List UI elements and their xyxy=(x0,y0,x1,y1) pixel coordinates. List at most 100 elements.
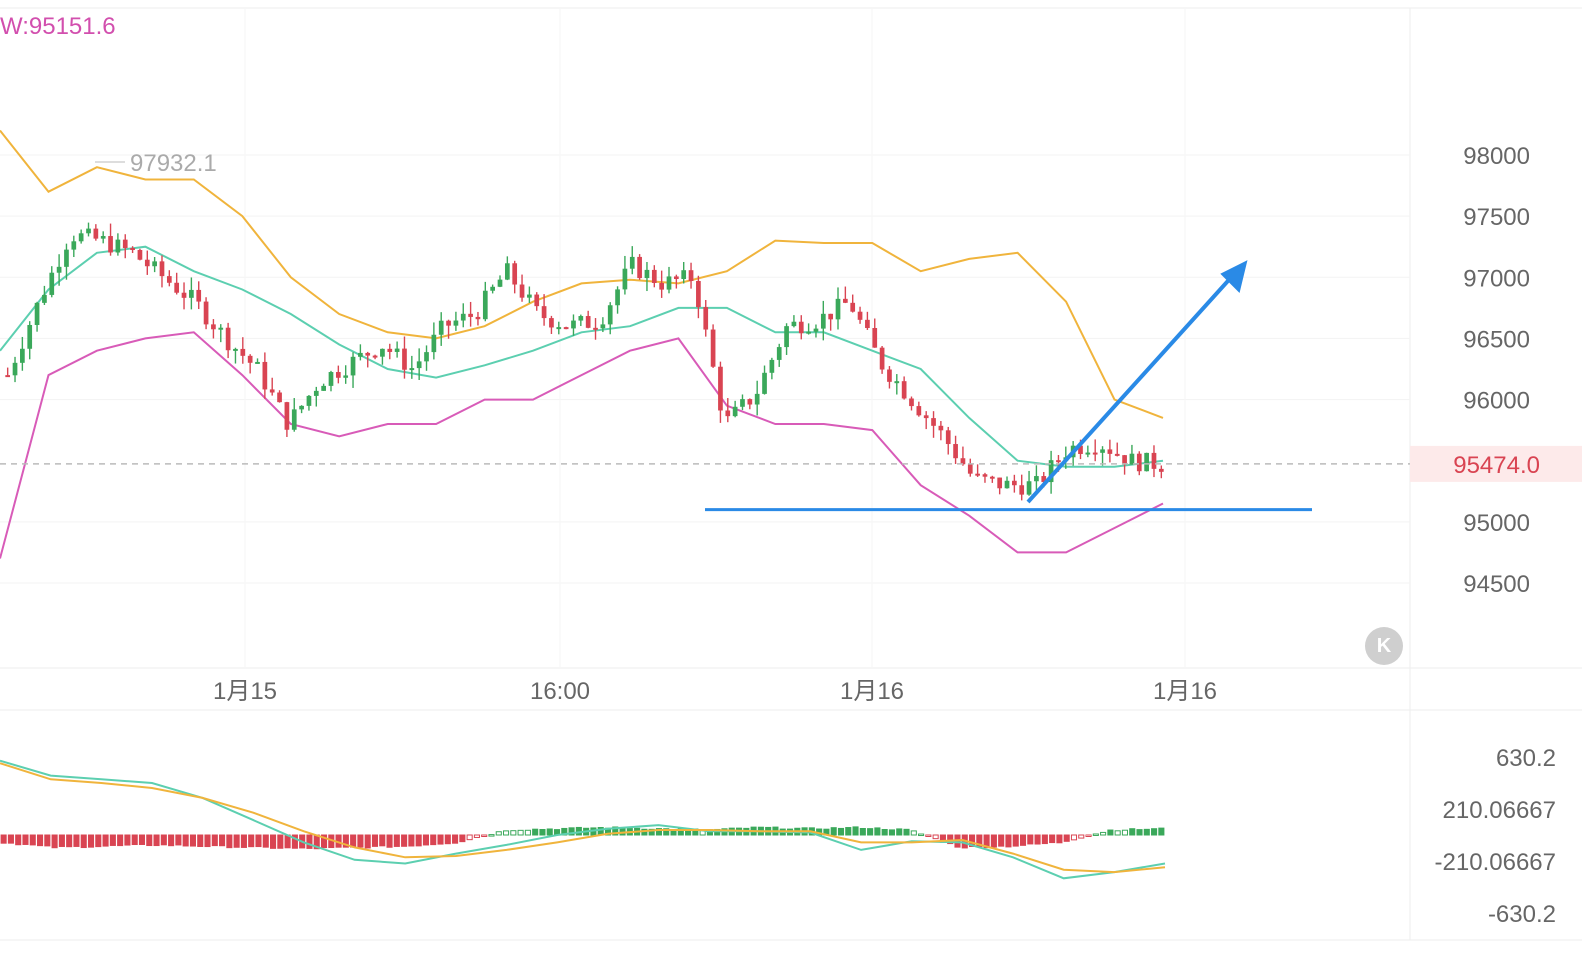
candle-down xyxy=(1136,453,1142,472)
collapse-icon[interactable]: K xyxy=(1365,627,1403,665)
macd-bar-down xyxy=(998,834,1005,847)
macd-bar-down xyxy=(168,834,175,847)
candle-up xyxy=(791,321,797,327)
candle-up xyxy=(820,313,826,329)
indicator-label: W:95151.6 xyxy=(0,13,116,40)
macd-bar-down xyxy=(393,834,400,847)
macd-bar-down xyxy=(291,834,298,849)
candle-up xyxy=(358,352,363,357)
macd-bar-down xyxy=(219,834,226,847)
macd-bar-down xyxy=(1019,834,1027,846)
macd-bar-down xyxy=(371,834,379,847)
macd-bar-down xyxy=(189,834,197,847)
macd-bar-down xyxy=(1085,834,1092,837)
macd-bar-down xyxy=(1070,834,1078,841)
candle-down xyxy=(585,316,591,328)
candle-down xyxy=(284,402,290,430)
candle-down xyxy=(872,328,878,348)
candle-down xyxy=(387,348,393,352)
candle-up xyxy=(835,298,841,320)
candle-down xyxy=(703,307,709,330)
candle-down xyxy=(225,327,231,351)
candle-up xyxy=(255,361,260,364)
macd-panel xyxy=(0,759,1166,880)
candle-down xyxy=(850,302,856,312)
grid-lines xyxy=(0,7,1582,941)
candle-up xyxy=(12,362,18,376)
candle-up xyxy=(424,352,429,362)
macd-bar-down xyxy=(175,834,182,846)
candle-up xyxy=(291,409,297,430)
y-tick-label: 97500 xyxy=(1463,204,1530,231)
candle-down xyxy=(953,444,958,459)
current-price-label: 95474.0 xyxy=(1453,452,1540,479)
candle-down xyxy=(130,248,135,251)
macd-bar-up xyxy=(867,828,874,836)
macd-bar-up xyxy=(510,830,517,836)
macd-bar-down xyxy=(925,834,932,837)
macd-bar-up xyxy=(546,828,553,836)
candle-up xyxy=(56,266,62,273)
candle-down xyxy=(563,327,569,330)
annotations: 97932.1 95474.0 W:95151.6 xyxy=(0,13,1582,512)
candle-up xyxy=(1004,480,1010,489)
y-tick-label: 94500 xyxy=(1463,571,1530,598)
macd-bar-up xyxy=(888,829,896,836)
candle-down xyxy=(108,236,113,253)
candle-down xyxy=(938,425,944,431)
macd-bar-down xyxy=(29,834,36,846)
candle-up xyxy=(328,372,334,386)
candle-up xyxy=(152,261,157,267)
macd-bar-down xyxy=(306,834,313,849)
macd-bar-up xyxy=(1100,831,1107,836)
macd-bar-up xyxy=(502,830,510,836)
macd-bar-down xyxy=(44,834,51,847)
macd-bar-up xyxy=(524,829,531,836)
candle-down xyxy=(725,410,731,417)
candle-down xyxy=(997,477,1003,489)
candle-up xyxy=(681,270,687,280)
candle-up xyxy=(416,361,422,369)
candle-down xyxy=(901,381,907,399)
candle-down xyxy=(909,398,914,407)
candle-up xyxy=(306,395,312,406)
candle-down xyxy=(931,418,936,426)
macd-bar-up xyxy=(539,828,546,836)
candle-down xyxy=(372,355,378,358)
candle-down xyxy=(93,228,99,239)
macd-bar-down xyxy=(58,834,65,847)
candle-up xyxy=(784,326,789,348)
macd-bar-down xyxy=(1034,834,1041,845)
candle-up xyxy=(394,348,400,352)
macd-bar-down xyxy=(36,834,44,847)
x-tick-label: 1月16 xyxy=(840,678,904,705)
candle-down xyxy=(196,289,202,302)
candle-up xyxy=(350,356,356,376)
macd-bar-up xyxy=(1143,828,1150,836)
candle-up xyxy=(556,327,562,330)
macd-bar-up xyxy=(910,830,917,836)
macd-bar-down xyxy=(160,834,167,846)
candle-up xyxy=(115,239,121,253)
candle-up xyxy=(571,320,576,329)
macd-bar-down xyxy=(437,834,444,845)
macd-bar-down xyxy=(932,834,939,840)
macd-bar-down xyxy=(983,834,990,849)
candle-up xyxy=(1034,476,1039,482)
candle-up xyxy=(299,405,304,410)
macd-bar-down xyxy=(379,834,386,847)
candle-down xyxy=(269,389,275,393)
macd-bar-down xyxy=(466,834,473,841)
axis-labels: 98000 97500 97000 96500 96000 95000 94500 1月15 1… xyxy=(213,143,1556,928)
candle-up xyxy=(578,316,584,321)
candle-up xyxy=(42,294,47,303)
macd-bar-up xyxy=(1151,828,1158,836)
candle-down xyxy=(718,366,723,411)
bollinger-bands xyxy=(0,129,1164,559)
macd-bar-down xyxy=(459,834,466,843)
macd-bar-down xyxy=(95,834,102,848)
macd-bar-down xyxy=(233,834,240,848)
candle-down xyxy=(798,321,804,334)
candle-up xyxy=(34,302,40,325)
macd-bar-up xyxy=(859,827,866,836)
